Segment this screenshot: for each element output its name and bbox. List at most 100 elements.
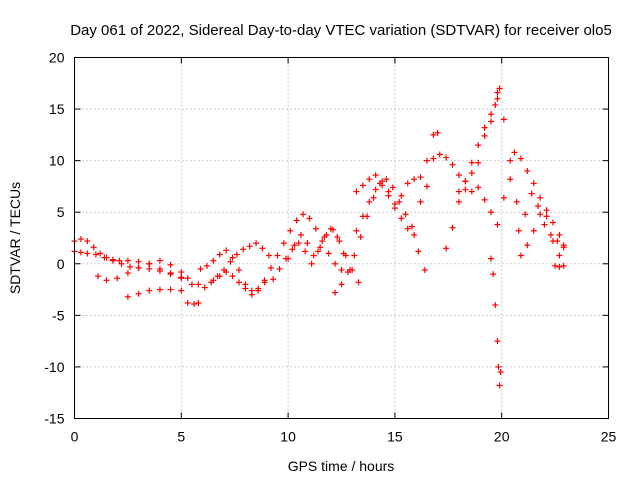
data-point-marker [259, 245, 266, 252]
y-tick-label: -15 [44, 411, 64, 427]
data-point-marker [411, 231, 418, 238]
x-tick-label: 10 [280, 429, 296, 445]
data-point-marker [216, 273, 223, 280]
data-point-marker [338, 266, 345, 273]
data-point-marker [116, 257, 123, 264]
data-point-marker [167, 270, 174, 277]
series-arc-8 [210, 269, 268, 294]
data-point-marker [332, 260, 339, 267]
data-point-marker [497, 369, 504, 376]
data-point-marker [353, 227, 360, 234]
data-point-marker [156, 268, 163, 275]
data-point-marker [552, 262, 559, 269]
data-point-marker [146, 260, 153, 267]
series-arc-12 [332, 176, 428, 296]
data-point-marker [492, 101, 499, 108]
data-point-marker [560, 262, 567, 269]
data-point-marker [146, 287, 153, 294]
data-point-marker [507, 176, 514, 183]
data-point-marker [402, 211, 409, 218]
series-arc-24 [517, 211, 563, 259]
data-point-marker [500, 194, 507, 201]
data-point-marker [430, 155, 437, 162]
data-point-marker [334, 233, 341, 240]
data-point-marker [396, 198, 403, 205]
data-point-marker [481, 124, 488, 131]
data-point-marker [488, 209, 495, 216]
data-point-marker [490, 271, 497, 278]
data-point-marker [423, 157, 430, 164]
data-point-marker [543, 207, 550, 214]
data-point-marker [188, 281, 195, 288]
data-point-marker [325, 250, 332, 257]
data-point-marker [366, 176, 373, 183]
data-point-marker [549, 238, 556, 245]
data-point-marker [285, 255, 292, 262]
data-point-marker [530, 227, 537, 234]
data-point-marker [500, 116, 507, 123]
data-point-marker [146, 265, 153, 272]
data-point-marker [443, 245, 450, 252]
data-point-marker [398, 192, 405, 199]
series-arc-9 [248, 211, 345, 298]
data-point-marker [167, 286, 174, 293]
data-point-marker [417, 174, 424, 181]
y-tick-label: 20 [49, 50, 65, 66]
data-point-marker [156, 257, 163, 264]
data-point-marker [475, 142, 482, 149]
data-point-marker [366, 198, 373, 205]
data-point-marker [359, 182, 366, 189]
data-point-marker [94, 273, 101, 280]
data-point-marker [481, 196, 488, 203]
data-point-marker [302, 248, 309, 255]
data-point-marker [201, 284, 208, 291]
series-arc-10 [270, 225, 354, 283]
data-point-marker [543, 213, 550, 220]
grid-lines [74, 57, 609, 419]
data-point-marker [434, 129, 441, 136]
data-point-marker [522, 211, 529, 218]
data-point-marker [242, 285, 249, 292]
y-tick-label: 0 [57, 256, 65, 272]
data-point-marker [336, 238, 343, 245]
x-axis-label: GPS time / hours [288, 458, 395, 474]
data-point-marker [178, 269, 185, 276]
series-arc-17 [443, 95, 514, 252]
data-point-marker [304, 240, 311, 247]
data-point-marker [195, 281, 202, 288]
data-point-marker [355, 279, 362, 286]
data-point-marker [404, 180, 411, 187]
data-point-marker [494, 89, 501, 96]
series-arc-19 [468, 85, 503, 195]
data-point-marker [417, 198, 424, 205]
series-arc-4 [124, 286, 185, 300]
data-point-marker [560, 244, 567, 251]
data-point-marker [329, 226, 336, 233]
data-point-marker [443, 154, 450, 161]
data-point-marker [537, 194, 544, 201]
data-point-marker [496, 382, 503, 389]
data-point-marker [475, 184, 482, 191]
y-tick-label: -5 [52, 307, 65, 323]
data-point-marker [462, 186, 469, 193]
data-point-marker [124, 257, 131, 264]
data-point-marker [229, 254, 236, 261]
data-point-marker [124, 270, 131, 277]
data-point-marker [210, 257, 217, 264]
data-point-marker [494, 95, 501, 102]
data-point-marker [383, 176, 390, 183]
data-point-marker [101, 254, 108, 261]
data-point-marker [135, 264, 142, 271]
data-point-marker [246, 243, 253, 250]
data-point-marker [84, 238, 91, 245]
data-point-marker [297, 231, 304, 238]
series-arc-13 [353, 174, 424, 234]
data-point-marker [528, 190, 535, 197]
series-arc-5 [184, 299, 202, 308]
y-tick-label: 10 [49, 153, 65, 169]
data-point-marker [436, 151, 443, 158]
data-point-marker [293, 217, 300, 224]
data-point-marker [404, 225, 411, 232]
data-point-marker [541, 221, 548, 228]
